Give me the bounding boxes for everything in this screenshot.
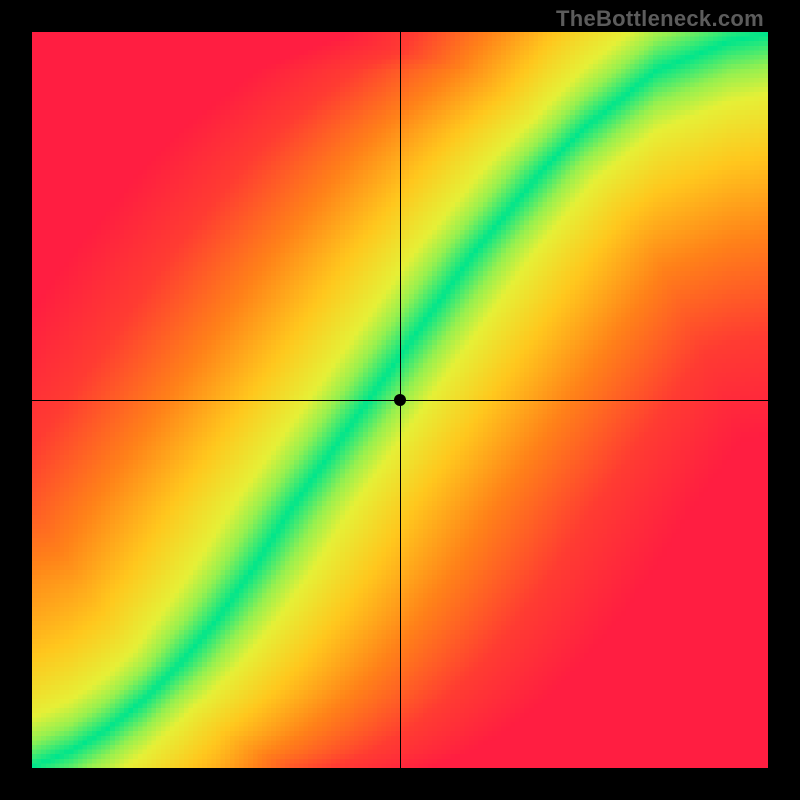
- watermark-text: TheBottleneck.com: [556, 6, 764, 32]
- chart-frame: { "watermark": { "text": "TheBottleneck.…: [0, 0, 800, 800]
- bottleneck-heatmap: [32, 32, 768, 768]
- selected-point-marker: [394, 394, 406, 406]
